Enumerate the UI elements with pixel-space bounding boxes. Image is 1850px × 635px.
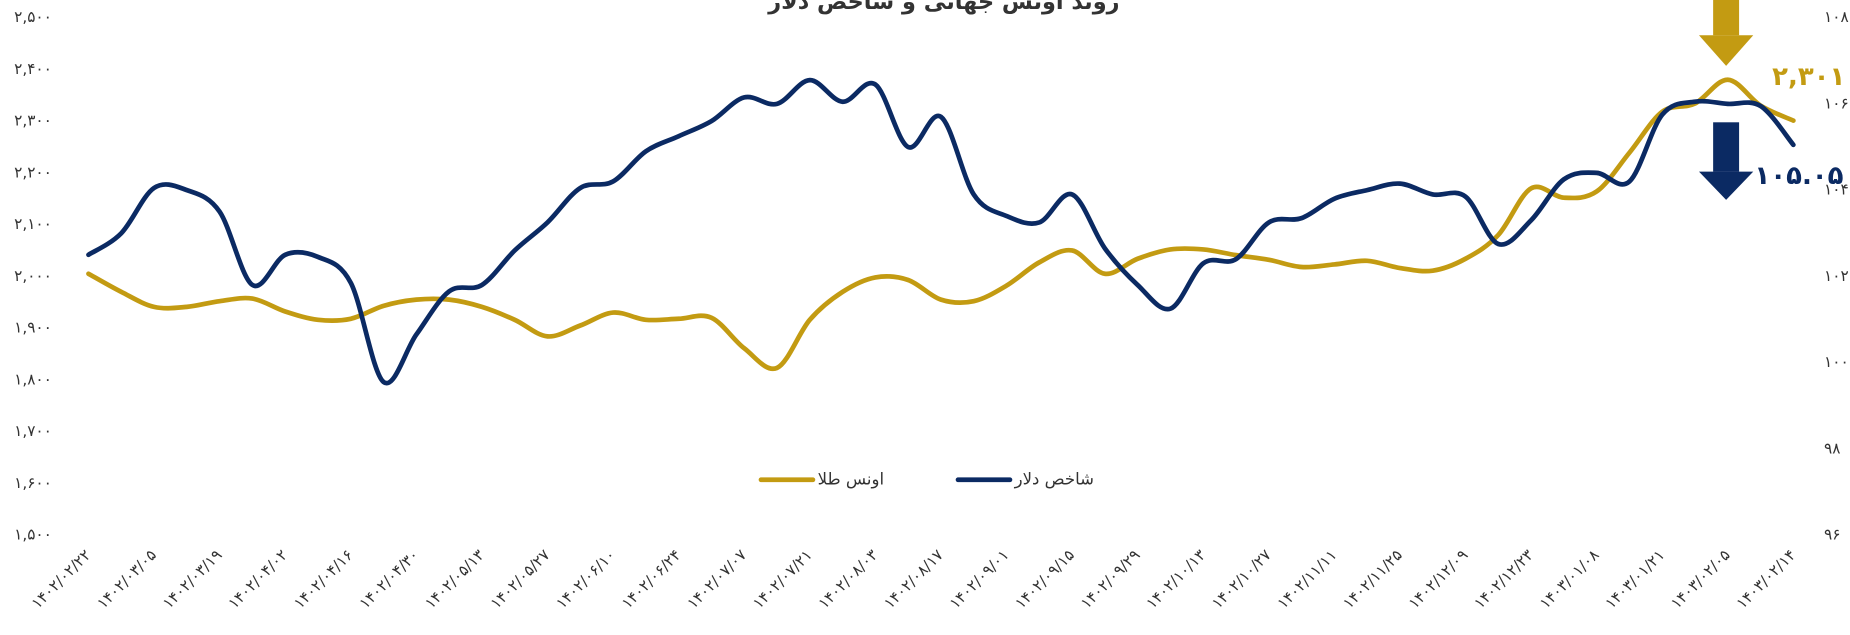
x-tick-label: ۱۴۰۲/۰۷/۰۷: [684, 546, 751, 612]
y2-tick-label: ۱۰۲: [1824, 267, 1849, 285]
x-tick-label: ۱۴۰۲/۰۳/۱۹: [159, 546, 226, 612]
legend-label: اونس طلا: [818, 469, 884, 489]
arrow-head: [1698, 35, 1754, 66]
y2-tick-label: ۱۰۴: [1824, 181, 1849, 199]
y-tick-label: ۲,۲۰۰: [14, 163, 52, 181]
x-tick-label: ۱۴۰۳/۰۱/۲۱: [1602, 546, 1669, 612]
x-tick-label: ۱۴۰۲/۱۰/۱۳: [1143, 546, 1210, 612]
x-tick-label: ۱۴۰۳/۰۲/۰۵: [1667, 546, 1734, 612]
x-tick-label: ۱۴۰۲/۰۴/۰۲: [225, 546, 292, 612]
x-tick-label: ۱۴۰۲/۰۳/۰۵: [93, 546, 160, 612]
dollar-arrow: [1698, 122, 1754, 200]
x-tick-label: ۱۴۰۲/۰۴/۳۰: [356, 546, 423, 612]
y-tick-label: ۲,۰۰۰: [14, 267, 52, 285]
x-tick-label: ۱۴۰۲/۱۱/۱۱: [1274, 546, 1341, 612]
data-label: ۲,۳۰۱: [1772, 62, 1845, 92]
x-tick-label: ۱۴۰۲/۰۲/۲۲: [28, 546, 95, 612]
y-tick-label: ۲,۵۰۰: [14, 8, 52, 26]
arrow-shaft: [1713, 122, 1740, 172]
y2-tick-label: ۱۰۰: [1824, 353, 1849, 371]
x-tick-label: ۱۴۰۲/۰۷/۲۱: [749, 546, 816, 612]
x-tick-label: ۱۴۰۲/۱۱/۲۵: [1339, 546, 1406, 612]
y2-tick-label: ۹۸: [1824, 439, 1840, 457]
y-tick-label: ۲,۴۰۰: [14, 60, 52, 78]
x-tick-label: ۱۴۰۲/۰۹/۰۱: [946, 546, 1013, 612]
y2-tick-label: ۱۰۶: [1824, 94, 1849, 112]
x-tick-label: ۱۴۰۲/۰۹/۱۵: [1011, 546, 1078, 612]
x-tick-label: ۱۴۰۲/۰۶/۲۴: [618, 546, 685, 612]
y-tick-label: ۱,۵۰۰: [14, 526, 52, 544]
arrow-shaft: [1713, 0, 1740, 36]
x-tick-label: ۱۴۰۲/۱۰/۲۷: [1208, 546, 1275, 612]
x-tick-label: ۱۴۰۲/۰۹/۲۹: [1077, 546, 1144, 612]
x-tick-label: ۱۴۰۳/۰۲/۱۴: [1733, 546, 1800, 612]
y-tick-label: ۱,۸۰۰: [14, 370, 52, 388]
x-tick-label: ۱۴۰۲/۰۶/۱۰: [552, 546, 619, 612]
y-tick-label: ۱,۷۰۰: [14, 422, 52, 440]
x-tick-label: ۱۴۰۲/۱۲/۲۳: [1470, 546, 1537, 612]
gold-arrow: [1698, 0, 1754, 66]
legend-label: شاخص دلار: [1014, 469, 1094, 489]
y-tick-label: ۲,۱۰۰: [14, 215, 52, 233]
arrow-head: [1698, 171, 1754, 200]
x-tick-label: ۱۴۰۲/۰۵/۱۳: [421, 546, 488, 612]
series-line: [86, 77, 1796, 386]
x-tick-label: ۱۴۰۲/۰۸/۱۷: [880, 546, 947, 612]
y2-tick-label: ۹۶: [1824, 526, 1840, 544]
x-tick-label: ۱۴۰۲/۱۲/۰۹: [1405, 546, 1472, 612]
x-tick-label: ۱۴۰۲/۰۸/۰۳: [815, 546, 882, 612]
x-tick-label: ۱۴۰۲/۰۴/۱۶: [290, 546, 357, 612]
y-tick-label: ۲,۳۰۰: [14, 112, 52, 130]
x-tick-label: ۱۴۰۳/۰۱/۰۸: [1536, 546, 1603, 612]
y-tick-label: ۱,۹۰۰: [14, 319, 52, 337]
data-label: ۱۰۵.۰۵: [1754, 161, 1843, 191]
y-tick-label: ۱,۶۰۰: [14, 474, 52, 492]
chart-title: روند اونس جهانی و شاخص دلار: [767, 0, 1119, 15]
x-tick-label: ۱۴۰۲/۰۵/۲۷: [487, 546, 554, 612]
y2-tick-label: ۱۰۸: [1824, 8, 1849, 26]
series-line: [86, 77, 1796, 372]
